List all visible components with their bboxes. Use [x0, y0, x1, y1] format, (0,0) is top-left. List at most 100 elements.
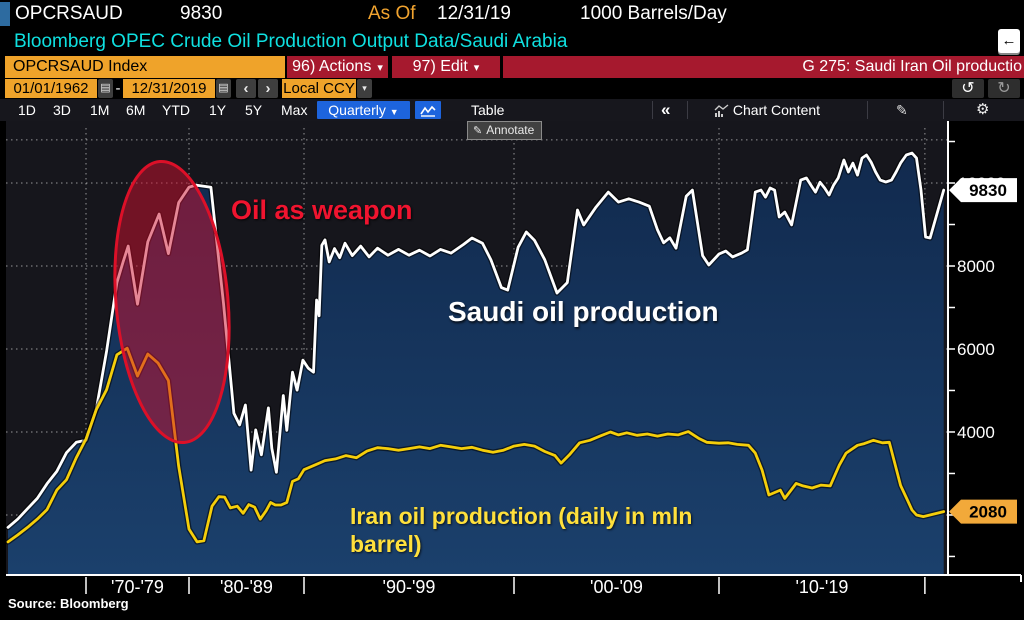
y-axis-label: 4000 — [957, 423, 995, 442]
calendar-glyph: ▤ — [218, 82, 229, 94]
panel-number-square — [0, 2, 10, 26]
toolbar-separator — [943, 101, 944, 119]
annotate-label: Annotate — [486, 123, 535, 137]
tab-3d[interactable]: 3D — [53, 102, 71, 118]
y-axis-ticks — [948, 140, 955, 558]
end-date-input[interactable]: 12/31/2019 — [123, 79, 215, 98]
tab-ytd[interactable]: YTD — [162, 102, 190, 118]
tab-1d[interactable]: 1D — [18, 102, 36, 118]
description-bar: Bloomberg OPEC Crude Oil Production Outp… — [0, 28, 1024, 56]
chart-content-icon — [714, 104, 729, 117]
series-line — [6, 346, 946, 544]
x-axis-labels: '70-'79 '80-'89 '90-'99 '00-'09 '10-'19 — [111, 577, 848, 597]
edit-chart-icon[interactable]: ✎ — [896, 102, 908, 118]
currency-caret-icon[interactable]: ▾ — [357, 79, 372, 98]
edit-menu-button[interactable]: 97) Edit ▾ — [392, 56, 500, 78]
caret-down-icon: ▼ — [389, 107, 399, 117]
security-field[interactable]: OPCRSAUD Index — [5, 56, 285, 78]
title-bar: OPCRSAUD 9830 As Of 12/31/19 1000 Barrel… — [0, 0, 1024, 28]
iran-series — [5, 345, 947, 545]
annotate-tooltip[interactable]: ✎ Annotate — [467, 121, 543, 140]
last-value-badge-iran: 2080 — [949, 499, 1017, 524]
frequency-value: Quarterly — [328, 102, 386, 118]
undo-icon: ↺ — [961, 80, 975, 97]
chart-content-label: Chart Content — [732, 102, 821, 118]
calendar-glyph: ▤ — [100, 82, 111, 94]
last-value-badge-saudi: 9830 — [949, 178, 1017, 203]
caret-down-icon: ▾ — [377, 62, 383, 74]
line-chart-mode-icon[interactable] — [415, 101, 441, 119]
command-toolbar: OPCRSAUD Index 96) Actions ▾ 97) Edit ▾ G … — [0, 56, 1024, 78]
y-axis-label: 6000 — [957, 340, 995, 359]
badge-shape — [949, 178, 1017, 203]
prev-period-button[interactable]: ‹ — [236, 79, 256, 98]
pencil-icon: ✎ — [473, 125, 483, 137]
currency-select[interactable]: Local CCY — [282, 79, 356, 98]
x-label-separators — [85, 577, 926, 594]
redo-button[interactable]: ↻ — [988, 79, 1020, 98]
chart-content-button[interactable]: Chart Content — [714, 101, 820, 119]
as-of-date: 12/31/19 — [437, 3, 511, 24]
ticker-last-value: 9830 — [180, 3, 223, 24]
chevron-left-icon: ‹ — [243, 80, 249, 97]
export-arrow-glyph: ← — [1001, 32, 1017, 49]
undo-button[interactable]: ↺ — [952, 79, 984, 98]
tab-1m[interactable]: 1M — [90, 102, 110, 118]
source-attribution: Source: Bloomberg — [8, 596, 129, 611]
badge-text: 9830 — [969, 181, 1007, 200]
toolbar-separator — [652, 101, 653, 119]
security-description: Bloomberg OPEC Crude Oil Production Outp… — [14, 31, 568, 52]
frequency-select[interactable]: Quarterly ▼ — [317, 101, 410, 119]
actions-menu-button[interactable]: 96) Actions ▾ — [287, 56, 388, 78]
end-calendar-icon[interactable]: ▤ — [216, 79, 231, 98]
export-icon[interactable]: ← — [998, 29, 1020, 53]
chart-region: 1000080006000400098302080'70-'79'80-'89'… — [0, 121, 1024, 620]
annotation-ellipse — [113, 159, 231, 445]
badge-shape — [949, 499, 1017, 524]
x-axis-label: '00-'09 — [590, 577, 643, 597]
ticker-symbol: OPCRSAUD — [15, 3, 123, 24]
saudi-series — [5, 150, 947, 575]
y-axis-labels: 8000 6000 4000 — [957, 257, 995, 442]
collapse-panel-icon[interactable]: « — [661, 100, 671, 119]
tab-max[interactable]: Max — [281, 102, 308, 118]
start-date-input[interactable]: 01/01/1962 — [5, 79, 97, 98]
chart-toolbar: 1D 3D 1M 6M YTD 1Y 5Y Max Quarterly ▼ Ta… — [0, 99, 1024, 121]
axes — [6, 121, 1022, 582]
chevron-right-icon: › — [265, 80, 271, 97]
chart-title-bar: G 275: Saudi Iran Oil productio — [503, 56, 1024, 78]
start-calendar-icon[interactable]: ▤ — [98, 79, 113, 98]
currency-text: Local CCY — [283, 80, 355, 97]
tab-5y[interactable]: 5Y — [245, 102, 263, 118]
x-axis-label: '80-'89 — [220, 577, 273, 597]
production-chart[interactable]: 1000080006000400098302080'70-'79'80-'89'… — [0, 121, 1024, 620]
y-axis-label: 8000 — [957, 257, 995, 276]
tab-table[interactable]: Table — [471, 102, 505, 118]
settings-gear-icon[interactable]: ⚙ — [976, 101, 990, 118]
security-field-text: OPCRSAUD Index — [13, 58, 148, 75]
toolbar-separator — [867, 101, 868, 119]
series-line — [6, 151, 946, 529]
end-date-text: 12/31/2019 — [131, 80, 207, 97]
edit-label: 97) Edit — [412, 58, 468, 75]
caret-down-glyph: ▾ — [362, 83, 367, 93]
next-period-button[interactable]: › — [258, 79, 278, 98]
tab-1y[interactable]: 1Y — [209, 102, 227, 118]
units-label: 1000 Barrels/Day — [580, 3, 727, 24]
date-dash: - — [115, 80, 121, 97]
tab-6m[interactable]: 6M — [126, 102, 146, 118]
actions-label: 96) Actions — [292, 58, 372, 75]
badge-text: 2080 — [969, 503, 1007, 522]
start-date-text: 01/01/1962 — [13, 80, 89, 97]
x-axis-label: '10-'19 — [795, 577, 848, 597]
toolbar-separator — [687, 101, 688, 119]
x-axis-label: '70-'79 — [111, 577, 164, 597]
caret-down-icon: ▾ — [473, 62, 480, 74]
redo-icon: ↻ — [997, 80, 1011, 97]
as-of-label: As Of — [368, 3, 416, 24]
x-axis-label: '90-'99 — [383, 577, 436, 597]
chart-title-text: G 275: Saudi Iran Oil productio — [802, 58, 1022, 75]
area-fill — [8, 153, 944, 575]
daterange-toolbar: 01/01/1962 ▤ - 12/31/2019 ▤ ‹ › Local CC… — [0, 78, 1024, 99]
